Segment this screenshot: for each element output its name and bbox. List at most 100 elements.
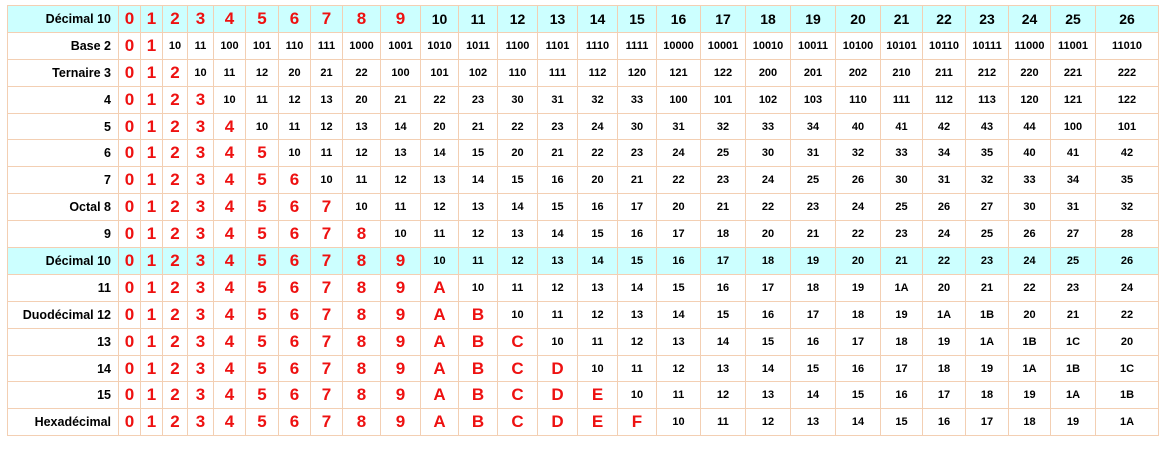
value-cell: 111 (880, 85, 923, 114)
value-cell: 15 (497, 166, 538, 195)
value-cell: 11 (537, 300, 578, 329)
value-cell: 20 (1095, 327, 1159, 356)
value-cell: 15 (537, 193, 578, 222)
value-cell: 1C (1095, 354, 1159, 383)
value-cell: 21 (380, 85, 421, 114)
value-cell: 11001 (1050, 31, 1096, 60)
value-cell: 13 (380, 139, 421, 168)
value-cell: 13 (745, 381, 791, 410)
value-cell: 1A (1050, 381, 1096, 410)
value-cell: 211 (922, 58, 966, 87)
value-cell: 12 (656, 354, 701, 383)
value-cell: 18 (745, 5, 791, 33)
value-cell: E (577, 408, 618, 437)
value-cell: 10 (497, 300, 538, 329)
value-cell: 10 (656, 408, 701, 437)
value-cell: 3 (187, 247, 214, 275)
value-cell: 23 (965, 247, 1009, 275)
value-cell: 24 (922, 220, 966, 249)
value-cell: 101 (420, 58, 459, 87)
base-row: 6 0 1 2 3 4 5 10 11 12 13 14 15 20 21 22 23 24 25 30 31 32 33 3… (7, 139, 1159, 168)
value-cell: 9 (380, 5, 421, 33)
value-cell: 19 (1050, 408, 1096, 437)
value-cell: 22 (497, 112, 538, 141)
value-cell: 15 (790, 354, 836, 383)
value-cell: 1 (140, 166, 163, 195)
value-cell: C (497, 408, 538, 437)
value-cell: 31 (790, 139, 836, 168)
value-cell: 8 (342, 408, 381, 437)
value-cell: 5 (245, 273, 279, 302)
value-cell: 0 (118, 354, 141, 383)
value-cell: 11 (700, 408, 746, 437)
value-cell: 25 (965, 220, 1009, 249)
value-cell: 30 (880, 166, 923, 195)
value-cell: 3 (187, 354, 214, 383)
value-cell: 34 (922, 139, 966, 168)
value-cell: B (458, 354, 498, 383)
value-cell: 17 (835, 327, 881, 356)
value-cell: 3 (187, 273, 214, 302)
value-cell: 17 (700, 247, 746, 275)
value-cell: 21 (458, 112, 498, 141)
value-cell: 30 (497, 85, 538, 114)
value-cell: 5 (245, 408, 279, 437)
row-label: 6 (7, 139, 119, 168)
value-cell: 21 (880, 5, 923, 33)
value-cell: 11 (380, 193, 421, 222)
value-cell: 11 (245, 85, 279, 114)
value-cell: 16 (745, 300, 791, 329)
value-cell: 10010 (745, 31, 791, 60)
value-cell: 2 (162, 193, 188, 222)
value-cell: 2 (162, 408, 188, 437)
value-cell: 16 (656, 247, 701, 275)
base-row: Hexadécimal 0 1 2 3 4 5 6 7 8 9 A B C D E F 10 11 12 13 14 15 1… (7, 408, 1159, 437)
value-cell: 112 (922, 85, 966, 114)
value-cell: 10 (380, 220, 421, 249)
value-cell: 33 (1008, 166, 1051, 195)
value-cell: 4 (213, 220, 246, 249)
value-cell: 11 (187, 31, 214, 60)
value-cell: 7 (310, 408, 343, 437)
value-cell: 1 (140, 300, 163, 329)
value-cell: 1A (1008, 354, 1051, 383)
value-cell: 222 (1095, 58, 1159, 87)
value-cell: 23 (458, 85, 498, 114)
value-cell: 14 (700, 327, 746, 356)
value-cell: 121 (656, 58, 701, 87)
value-cell: 6 (278, 381, 311, 410)
value-cell: B (458, 381, 498, 410)
value-cell: 4 (213, 112, 246, 141)
value-cell: 0 (118, 381, 141, 410)
value-cell: A (420, 300, 459, 329)
value-cell: 23 (700, 166, 746, 195)
value-cell: 22 (922, 247, 966, 275)
value-cell: 1011 (458, 31, 498, 60)
value-cell: 17 (656, 220, 701, 249)
value-cell: 24 (1008, 5, 1051, 33)
value-cell: 23 (617, 139, 657, 168)
value-cell: 1 (140, 31, 163, 60)
value-cell: 2 (162, 247, 188, 275)
value-cell: 0 (118, 247, 141, 275)
value-cell: 12 (278, 85, 311, 114)
value-cell: 3 (187, 139, 214, 168)
value-cell: 14 (380, 112, 421, 141)
value-cell: 16 (790, 327, 836, 356)
value-cell: A (420, 408, 459, 437)
value-cell: 3 (187, 166, 214, 195)
value-cell: 9 (380, 408, 421, 437)
value-cell: 3 (187, 300, 214, 329)
value-cell: 1110 (577, 31, 618, 60)
value-cell: 30 (617, 112, 657, 141)
value-cell: 22 (342, 58, 381, 87)
value-cell: 32 (577, 85, 618, 114)
value-cell: 33 (880, 139, 923, 168)
value-cell: 13 (577, 273, 618, 302)
value-cell: 8 (342, 247, 381, 275)
value-cell: 14 (497, 193, 538, 222)
value-cell: 3 (187, 193, 214, 222)
value-cell: 10 (420, 5, 459, 33)
value-cell: 22 (577, 139, 618, 168)
value-cell: 19 (790, 247, 836, 275)
